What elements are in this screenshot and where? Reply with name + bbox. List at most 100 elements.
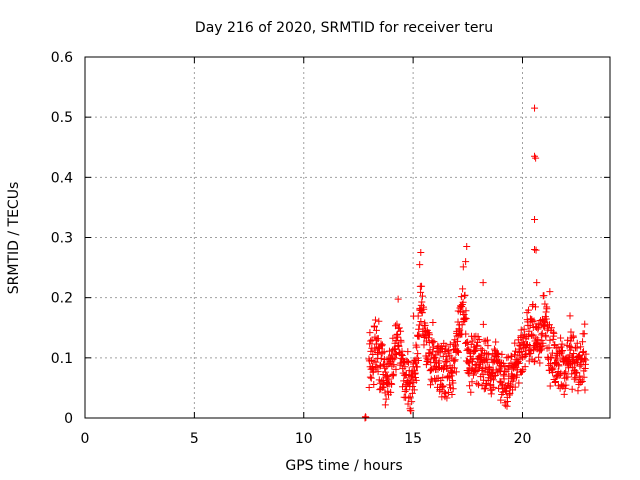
data-point (454, 337, 462, 345)
data-point (497, 379, 505, 387)
data-point (522, 350, 530, 358)
data-point (577, 343, 585, 351)
data-point (546, 288, 554, 296)
data-point (443, 394, 451, 402)
data-point (406, 393, 414, 401)
data-point (452, 368, 460, 376)
data-point (438, 382, 446, 390)
data-point (432, 351, 440, 359)
data-point (414, 357, 422, 365)
data-point (531, 152, 539, 160)
data-point (419, 292, 427, 300)
data-point (371, 316, 379, 324)
data-point (409, 383, 417, 391)
data-point (574, 387, 582, 395)
data-point (579, 349, 587, 357)
data-point (388, 380, 396, 388)
chart-title: Day 216 of 2020, SRMTID for receiver ter… (195, 20, 493, 36)
data-point (426, 381, 434, 389)
data-point (420, 341, 428, 349)
x-tick-label: 0 (81, 431, 90, 447)
data-point (568, 370, 576, 378)
data-point (547, 324, 555, 332)
data-point (543, 305, 551, 313)
data-point (532, 334, 540, 342)
data-point (546, 336, 554, 344)
data-point (557, 334, 565, 342)
data-point (529, 332, 537, 340)
data-point (542, 333, 550, 341)
data-point (531, 246, 539, 254)
data-point (531, 357, 539, 365)
data-point (431, 359, 439, 367)
data-point (532, 246, 540, 254)
data-point (524, 306, 532, 314)
y-tick-label: 0 (64, 411, 73, 427)
data-point (441, 389, 449, 397)
data-point (414, 350, 422, 358)
data-point (448, 390, 456, 398)
data-point (446, 340, 454, 348)
data-point (439, 373, 447, 381)
data-point (461, 291, 469, 299)
data-point (407, 407, 415, 415)
data-point (528, 318, 536, 326)
data-point (511, 339, 519, 347)
data-point (388, 371, 396, 379)
data-point (555, 362, 563, 370)
data-point (429, 319, 437, 327)
data-point (567, 337, 575, 345)
data-point (517, 326, 525, 334)
y-tick-labels: 0 0.1 0.2 0.3 0.4 0.5 0.6 (51, 50, 73, 427)
data-point (413, 343, 421, 351)
data-point (462, 258, 470, 266)
data-point (521, 363, 529, 371)
data-point (466, 382, 474, 390)
data-point (528, 330, 536, 338)
data-point (373, 363, 381, 371)
data-point (442, 342, 450, 350)
y-tick-label: 0.6 (51, 50, 73, 66)
data-point (578, 377, 586, 385)
data-point (503, 354, 511, 362)
data-point (389, 355, 397, 363)
data-point (569, 363, 577, 371)
data-point (515, 360, 523, 368)
data-point (567, 328, 575, 336)
data-point (403, 358, 411, 366)
data-point (449, 369, 457, 377)
data-point (582, 350, 590, 358)
data-point (579, 338, 587, 346)
data-point (562, 381, 570, 389)
data-point (541, 300, 549, 308)
data-point (418, 309, 426, 317)
data-point (564, 373, 572, 381)
data-point (531, 215, 539, 223)
data-point (580, 373, 588, 381)
data-point (553, 356, 561, 364)
y-tick-label: 0.3 (51, 231, 73, 247)
data-point (472, 367, 480, 375)
data-point (487, 390, 495, 398)
data-point (462, 315, 470, 323)
data-point (370, 380, 378, 388)
data-point (454, 348, 462, 356)
data-point (580, 330, 588, 338)
data-point (414, 312, 422, 320)
data-point (539, 339, 547, 347)
data-point (412, 373, 420, 381)
data-point (377, 361, 385, 369)
data-point (408, 398, 416, 406)
data-point (404, 400, 412, 408)
data-point (459, 285, 467, 293)
data-point (465, 370, 473, 378)
data-point (440, 388, 448, 396)
data-point (378, 341, 386, 349)
y-tick-label: 0.1 (51, 351, 73, 367)
data-point (380, 383, 388, 391)
data-point (430, 338, 438, 346)
data-point (546, 382, 554, 390)
data-point (493, 349, 501, 357)
